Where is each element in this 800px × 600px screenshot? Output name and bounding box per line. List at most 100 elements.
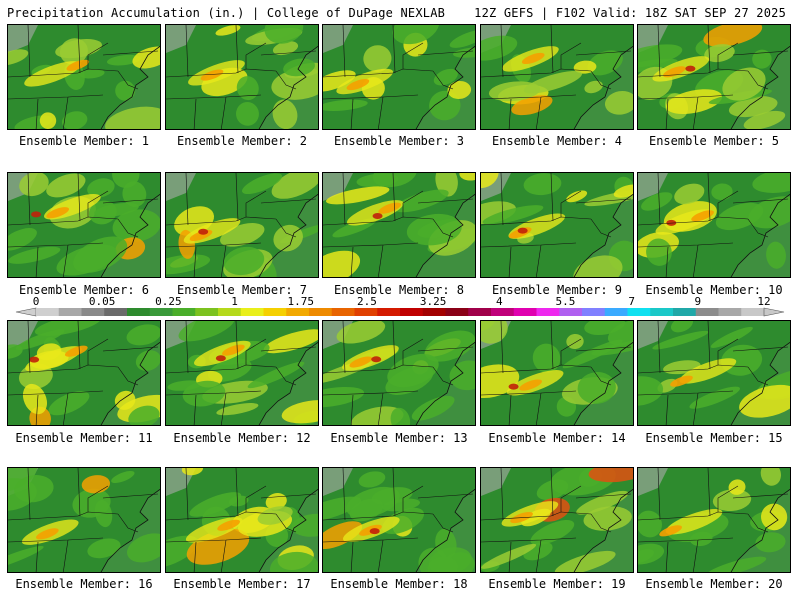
colorbar-tick-label: 0.05 (89, 296, 116, 308)
ensemble-map-panel (637, 24, 791, 130)
ensemble-member-label: Ensemble Member: 14 (488, 431, 626, 445)
ensemble-member-label: Ensemble Member: 13 (330, 431, 468, 445)
precip-map (8, 321, 160, 425)
colorbar-swatch (582, 308, 606, 316)
colorbar-tick-label: 5.5 (556, 296, 576, 308)
colorbar-tick-label: 3.25 (420, 296, 447, 308)
colorbar-swatch (718, 308, 742, 316)
colorbar-swatch (445, 308, 469, 316)
precip-map (166, 25, 318, 129)
ensemble-member-label: Ensemble Member: 19 (488, 577, 626, 591)
ensemble-map-panel (637, 320, 791, 426)
colorbar-swatch (58, 308, 82, 316)
colorbar-swatch (172, 308, 196, 316)
colorbar-swatch (218, 308, 242, 316)
ensemble-member-label: Ensemble Member: 5 (648, 134, 780, 148)
ensemble-map-panel (7, 24, 161, 130)
precip-map (166, 468, 318, 572)
colorbar-tick-label: 0.25 (155, 296, 182, 308)
colorbar: 0 0.05 0.25 1 1.75 2.5 3.25 4 5.5 7 9 12 (15, 296, 785, 317)
precip-map (323, 321, 475, 425)
colorbar-tick-label: 4 (496, 296, 503, 308)
colorbar-swatch (695, 308, 719, 316)
colorbar-swatch (309, 308, 333, 316)
chart-title: Precipitation Accumulation (in.) | Colle… (7, 6, 446, 20)
colorbar-tick-label: 12 (757, 296, 770, 308)
precip-map (638, 321, 790, 425)
colorbar-left-arrow (15, 307, 37, 317)
precip-map (8, 468, 160, 572)
colorbar-swatch (149, 308, 173, 316)
colorbar-swatch (104, 308, 128, 316)
ensemble-map-panel (322, 24, 476, 130)
ensemble-member-label: Ensemble Member: 8 (333, 283, 465, 297)
precip-map (638, 468, 790, 572)
colorbar-swatch (81, 308, 105, 316)
precip-map (166, 321, 318, 425)
ensemble-map-panel (480, 172, 634, 278)
precip-map (8, 173, 160, 277)
ensemble-map-panel (7, 467, 161, 573)
ensemble-map-panel (637, 467, 791, 573)
ensemble-map-panel (322, 320, 476, 426)
ensemble-member-label: Ensemble Member: 20 (645, 577, 783, 591)
precip-map (166, 173, 318, 277)
ensemble-member-label: Ensemble Member: 12 (173, 431, 311, 445)
colorbar-swatch (741, 308, 765, 316)
ensemble-map-panel (322, 467, 476, 573)
ensemble-map-panel (7, 320, 161, 426)
colorbar-swatch (240, 308, 264, 316)
ensemble-map-panel (480, 24, 634, 130)
ensemble-map-panel (480, 467, 634, 573)
ensemble-member-label: Ensemble Member: 7 (176, 283, 308, 297)
colorbar-swatch (377, 308, 401, 316)
ensemble-map-panel (165, 467, 319, 573)
precip-map (481, 25, 633, 129)
ensemble-member-label: Ensemble Member: 2 (176, 134, 308, 148)
colorbar-right-arrow (763, 307, 785, 317)
ensemble-map-panel (165, 320, 319, 426)
colorbar-swatch (513, 308, 537, 316)
colorbar-tick-label: 2.5 (357, 296, 377, 308)
precip-map (323, 173, 475, 277)
colorbar-swatch (286, 308, 310, 316)
precip-map (481, 468, 633, 572)
ensemble-map-panel (637, 172, 791, 278)
ensemble-member-label: Ensemble Member: 17 (173, 577, 311, 591)
ensemble-member-label: Ensemble Member: 11 (15, 431, 153, 445)
colorbar-swatch (650, 308, 674, 316)
colorbar-swatch (559, 308, 583, 316)
ensemble-member-label: Ensemble Member: 10 (645, 283, 783, 297)
colorbar-swatch (195, 308, 219, 316)
ensemble-map-panel (7, 172, 161, 278)
colorbar-tick-label: 0 (33, 296, 40, 308)
precip-map (8, 25, 160, 129)
colorbar-tick-label: 7 (628, 296, 635, 308)
run-info: 12Z GEFS | F102 Valid: 18Z SAT SEP 27 20… (474, 6, 786, 20)
precip-map (323, 468, 475, 572)
colorbar-swatch (604, 308, 628, 316)
precip-map (638, 173, 790, 277)
ensemble-member-label: Ensemble Member: 16 (15, 577, 153, 591)
ensemble-member-label: Ensemble Member: 15 (645, 431, 783, 445)
ensemble-member-label: Ensemble Member: 9 (491, 283, 623, 297)
colorbar-swatch (331, 308, 355, 316)
ensemble-map-panel (165, 24, 319, 130)
ensemble-map-panel (480, 320, 634, 426)
colorbar-swatch (491, 308, 515, 316)
ensemble-member-label: Ensemble Member: 6 (18, 283, 150, 297)
colorbar-swatch (536, 308, 560, 316)
colorbar-swatch (673, 308, 697, 316)
ensemble-map-panel (322, 172, 476, 278)
colorbar-tick-label: 1 (231, 296, 238, 308)
ensemble-member-label: Ensemble Member: 18 (330, 577, 468, 591)
colorbar-swatch (422, 308, 446, 316)
colorbar-swatch (400, 308, 424, 316)
precip-map (481, 321, 633, 425)
precip-map (481, 173, 633, 277)
ensemble-member-label: Ensemble Member: 1 (18, 134, 150, 148)
colorbar-swatch (127, 308, 151, 316)
colorbar-tick-label: 1.75 (287, 296, 314, 308)
precip-map (638, 25, 790, 129)
colorbar-swatch (263, 308, 287, 316)
